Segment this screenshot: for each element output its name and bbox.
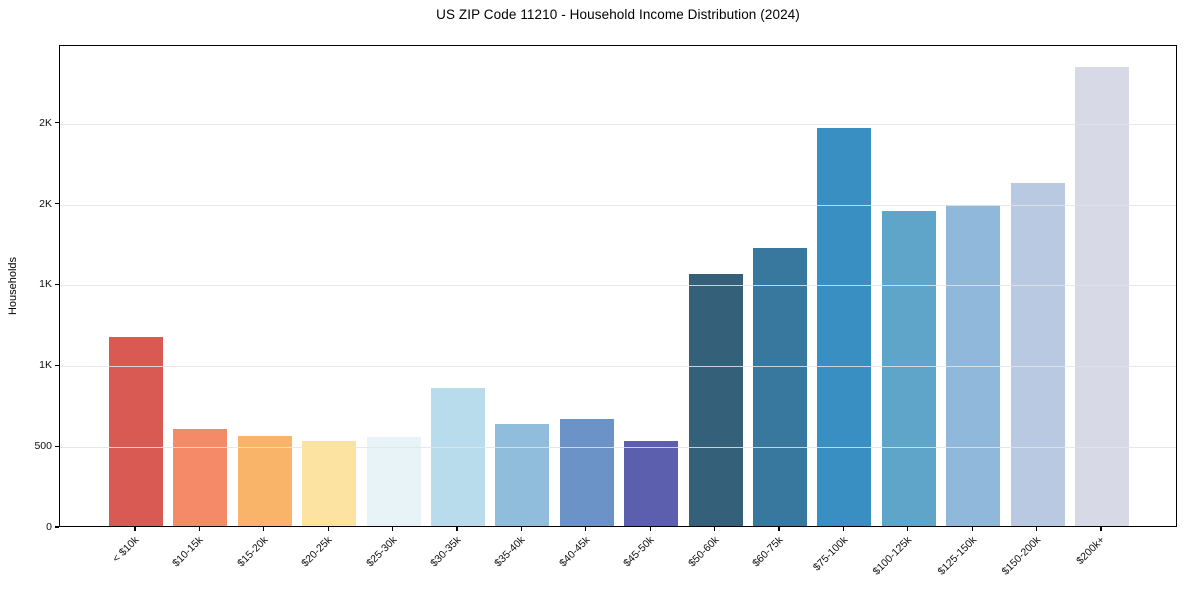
x-tick — [585, 527, 587, 531]
x-tick — [1100, 527, 1102, 531]
x-tick-label: $45-50k — [621, 534, 657, 570]
x-tick-label: $50-60k — [685, 534, 722, 570]
y-tick — [55, 283, 59, 285]
x-tick — [456, 527, 458, 531]
gridline — [60, 123, 1176, 125]
bar-150-200k — [1010, 183, 1065, 526]
x-tick-label: $30-35k — [428, 534, 464, 570]
x-tick — [649, 527, 651, 531]
x-tick — [971, 527, 973, 531]
x-tick-label: $60-75k — [750, 534, 786, 570]
x-tick — [392, 527, 394, 531]
x-tick-label: $35-40k — [492, 534, 528, 570]
x-tick — [714, 527, 716, 531]
y-tick — [55, 202, 59, 205]
y-tick — [55, 122, 59, 124]
plot-area — [59, 45, 1177, 527]
bar-40-45k — [559, 419, 614, 526]
bar-125-150k — [946, 204, 1001, 526]
x-tick-label: $10-15k — [170, 534, 206, 570]
bar-20-25k — [302, 441, 357, 526]
x-tick — [520, 527, 522, 531]
y-tick-label: 1K — [39, 278, 52, 291]
x-tick-label: $125-150k — [935, 534, 979, 578]
bar-10-15k — [173, 428, 228, 526]
x-tick — [198, 527, 200, 531]
y-tick-label: 500 — [34, 440, 52, 453]
x-tick — [842, 527, 844, 531]
x-tick — [778, 527, 780, 531]
x-tick-label: $75-100k — [810, 534, 850, 574]
x-tick-label: $40-45k — [556, 534, 593, 570]
bar-200k — [1075, 66, 1129, 526]
x-tick — [134, 527, 136, 531]
x-tick — [327, 527, 329, 531]
gridline — [60, 285, 1176, 287]
x-tick — [907, 527, 909, 531]
bar-60-75k — [753, 247, 807, 526]
bar-100-125k — [881, 210, 936, 526]
gridline — [60, 204, 1176, 206]
y-tick-label: 0 — [46, 521, 52, 533]
x-tick-label: < $10k — [110, 534, 142, 565]
y-tick-label: 2K — [39, 116, 52, 129]
x-tick — [263, 527, 265, 531]
gridline — [60, 366, 1176, 368]
x-tick-label: $100-125k — [870, 534, 915, 578]
chart-title: US ZIP Code 11210 - Household Income Dis… — [436, 7, 800, 22]
y-tick-label: 1K — [39, 359, 52, 372]
bar-75-100k — [817, 128, 872, 526]
y-tick — [55, 364, 59, 366]
x-tick-label: $150-200k — [999, 534, 1044, 578]
bar-30-35k — [431, 387, 485, 526]
y-tick — [55, 445, 59, 447]
gridline — [60, 447, 1176, 449]
bar-45-50k — [624, 441, 679, 526]
y-tick — [55, 526, 59, 528]
x-tick-label: $200k+ — [1074, 534, 1108, 568]
bar-25-30k — [366, 437, 421, 526]
x-tick-label: $15-20k — [234, 534, 271, 570]
x-tick-label: $20-25k — [299, 534, 335, 570]
bar-15-20k — [237, 436, 292, 526]
x-tick-label: $25-30k — [363, 534, 400, 570]
x-tick — [1036, 527, 1038, 531]
y-tick-label: 2K — [39, 197, 52, 210]
bar-35-40k — [495, 424, 550, 526]
bar-10k — [109, 336, 163, 526]
bar-50-60k — [688, 273, 743, 526]
